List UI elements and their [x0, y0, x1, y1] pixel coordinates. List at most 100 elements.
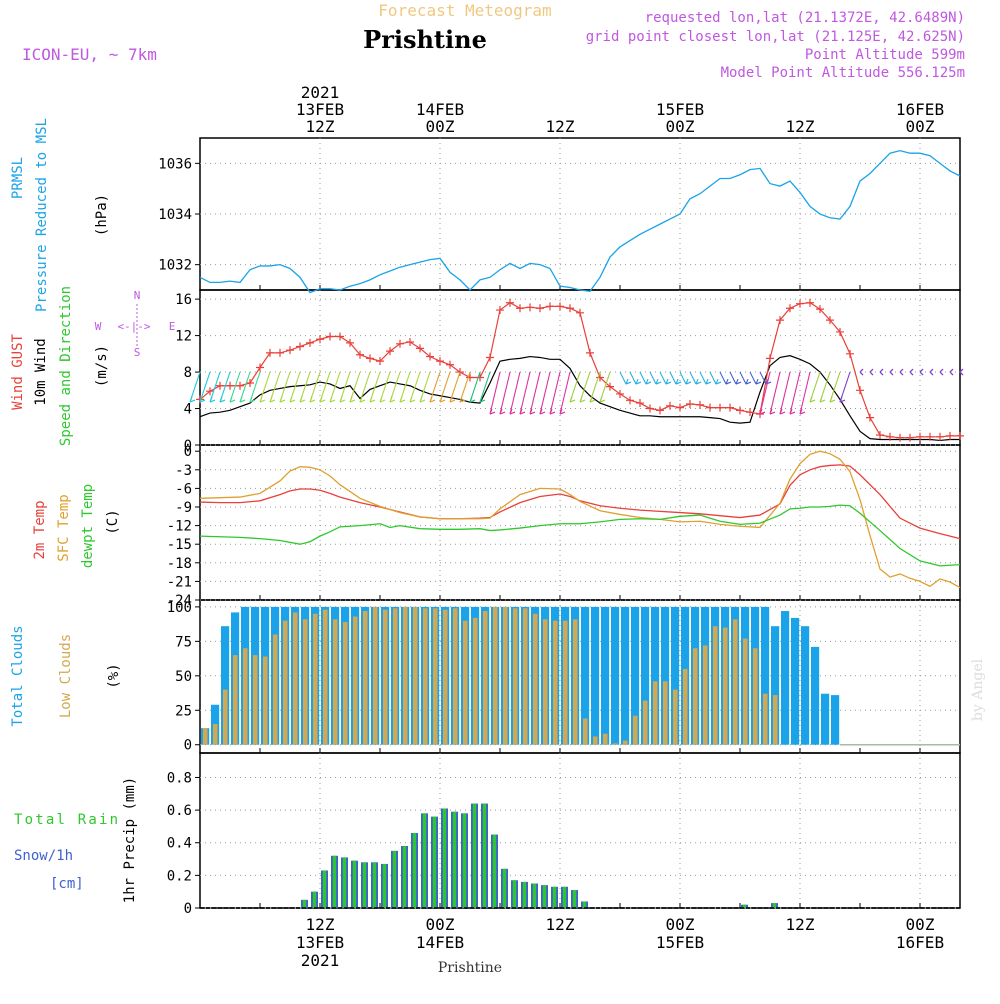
bottom-axis-label: 12Z	[306, 915, 335, 934]
top-axis-label: 00Z	[906, 117, 935, 136]
precip-bar-inner	[342, 857, 347, 908]
wind-arrow-head	[419, 396, 426, 403]
y-axis-ticks: 1032 1034 1036 0 4 8 12 16 0 -3 -6 -9 -12 -15 -18 -21 -2…	[158, 156, 921, 917]
low-clouds-bar	[613, 743, 618, 745]
wind-arrow-head	[489, 408, 496, 415]
precip-bar-inner	[552, 886, 557, 908]
bottom-axis-label: 00Z	[666, 915, 695, 934]
wind-arrow-head	[219, 396, 226, 403]
low-clouds-bar	[273, 634, 278, 745]
precip-unit: 1hr Precip (mm)	[122, 777, 138, 903]
wind-direction-arrow	[679, 371, 687, 385]
wind-arrow-head	[229, 396, 236, 403]
gust-point	[286, 346, 294, 355]
wind-arrow-head	[579, 396, 586, 403]
wind-arrow-head	[399, 396, 406, 403]
wind-arrow-head	[529, 408, 536, 415]
wind-label-speed: Speed and Direction	[58, 286, 74, 446]
wind-arrow-head	[839, 396, 846, 403]
point-altitude: Point Altitude 599m	[805, 47, 965, 63]
wind-arrow-head	[809, 396, 816, 403]
gust-point	[626, 396, 634, 405]
low-clouds-bar	[363, 611, 368, 745]
y-tick-label-clouds: 75	[175, 634, 192, 650]
low-clouds-bar	[753, 648, 758, 745]
wind-arrow-head	[799, 408, 806, 415]
wind-arrow-head	[655, 378, 662, 385]
compass-e: E	[169, 320, 176, 333]
gust-point	[336, 332, 344, 341]
gust-point	[906, 433, 914, 442]
gust-point	[656, 406, 664, 415]
watermark: by Angel	[970, 658, 986, 721]
precip-bar-inner	[422, 813, 427, 908]
gust-point	[786, 304, 794, 313]
precip-bar-inner	[462, 813, 467, 908]
wind-direction-arrow	[899, 368, 904, 376]
wind-arrow-head	[449, 396, 456, 403]
wind-arrow-head	[279, 396, 286, 403]
gust-point	[446, 360, 454, 369]
wind-direction-arrow	[789, 371, 801, 415]
gust-point	[706, 403, 714, 412]
compass-rose: N W E <-|-> S	[95, 289, 176, 359]
total-clouds-bar	[611, 606, 620, 745]
low-clouds-bar	[473, 617, 478, 745]
y-tick-label-temp: -3	[175, 463, 192, 479]
wind-arrow-head	[675, 378, 682, 385]
gust-point	[306, 338, 314, 347]
gust-point	[266, 348, 274, 357]
compass-s: S	[134, 346, 141, 359]
precip-bar-inner	[772, 903, 777, 908]
panel-frames	[199, 137, 961, 909]
bottom-axis-label: 12Z	[546, 915, 575, 934]
precip-bars	[200, 803, 960, 909]
wind-direction-arrow	[949, 368, 954, 376]
low-clouds-bar	[443, 609, 448, 745]
wind-arrow-head	[209, 396, 216, 403]
wind-arrow-head	[695, 378, 702, 385]
total-clouds-bar	[821, 693, 830, 745]
wind-arrow-head	[705, 378, 712, 385]
low-clouds-bar	[403, 606, 408, 745]
gust-point	[436, 357, 444, 366]
low-clouds-bar	[703, 645, 708, 745]
wind-arrow-head	[359, 396, 366, 403]
total-clouds-bar	[601, 606, 610, 745]
wind-arrow-head	[735, 378, 742, 385]
gust-point	[696, 400, 704, 409]
wind-direction-arrow	[629, 371, 637, 385]
wind-arrow-head	[439, 396, 446, 403]
precip-bar-inner	[582, 901, 587, 908]
wind-arrow-head	[319, 396, 326, 403]
y-tick-label-temp: -15	[167, 537, 192, 553]
low-clouds-bar	[653, 681, 658, 745]
wind-direction-arrow	[689, 371, 697, 385]
wind-arrow-head	[349, 396, 356, 403]
gust-point	[836, 327, 844, 336]
total-clouds-bar	[661, 606, 670, 745]
wind-arrow-head	[409, 396, 416, 403]
total-clouds-bar	[641, 606, 650, 745]
wind-arrow-head	[269, 396, 276, 403]
wind-arrow-head	[499, 408, 506, 415]
gust-point	[196, 395, 204, 404]
wind-arrow-head	[829, 396, 836, 403]
low-clouds-bar	[233, 655, 238, 745]
precip-bar-inner	[312, 891, 317, 908]
wind-direction-arrow	[889, 368, 894, 376]
gust-point	[256, 363, 264, 372]
pressure-line	[199, 149, 961, 294]
precip-bar-inner	[332, 855, 337, 908]
y-tick-label-temp: -6	[175, 481, 192, 497]
gust-point	[316, 335, 324, 344]
wind-direction-arrow	[929, 368, 934, 376]
top-axis-label: 16FEB	[896, 100, 944, 119]
low-clouds-bar	[743, 638, 748, 745]
low-clouds-bar	[623, 740, 628, 745]
gust-point	[616, 389, 624, 398]
low-clouds-bar	[223, 689, 228, 745]
wind-arrow-head	[685, 378, 692, 385]
chart-subtitle: Forecast Meteogram	[378, 1, 551, 20]
